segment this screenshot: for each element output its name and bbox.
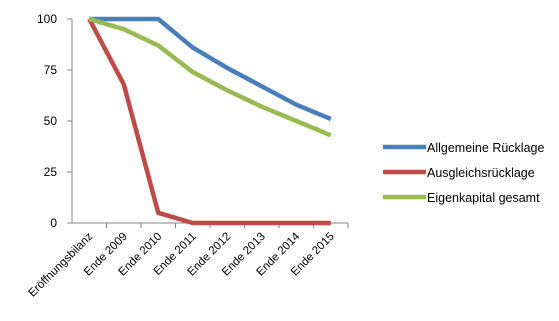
x-tick-label: Eröffnungsbilanz	[26, 230, 95, 299]
series-line-1	[87, 17, 331, 226]
y-tick-label: 100	[37, 12, 57, 26]
series-line-0	[89, 16, 332, 122]
y-axis-ticks: 100 75 50 25 0	[37, 12, 72, 230]
series-line-2	[88, 16, 332, 138]
y-tick-label: 0	[50, 216, 57, 230]
y-tick-label: 75	[44, 63, 58, 77]
legend-label-0: Allgemeine Rücklage	[427, 141, 544, 155]
axes	[71, 19, 348, 224]
y-tick-label: 50	[44, 114, 58, 128]
legend-label-2: Eigenkapital gesamt	[427, 191, 540, 205]
legend: Allgemeine Rücklage Ausgleichsrücklage Eig…	[383, 141, 544, 205]
legend-label-1: Ausgleichsrücklage	[427, 166, 535, 180]
y-tick-label: 25	[44, 165, 58, 179]
series-lines	[87, 16, 332, 226]
